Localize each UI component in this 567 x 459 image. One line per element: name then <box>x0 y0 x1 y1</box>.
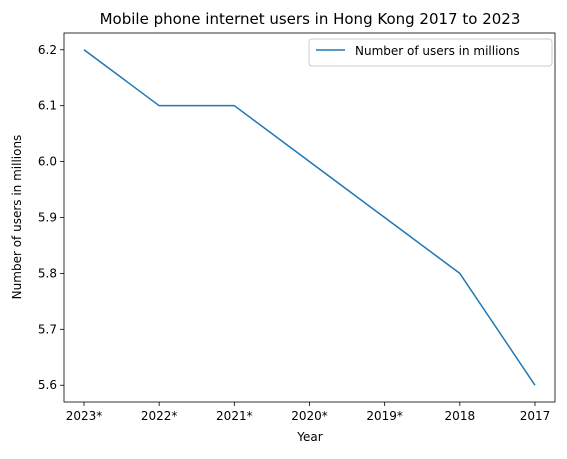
x-tick-label: 2023* <box>66 409 103 423</box>
y-tick-label: 5.9 <box>38 211 57 225</box>
x-tick-label: 2018 <box>445 409 476 423</box>
x-tick-label: 2017 <box>520 409 551 423</box>
chart-title: Mobile phone internet users in Hong Kong… <box>100 10 521 28</box>
plot-frame <box>63 32 556 403</box>
x-axis-label: Year <box>296 430 322 444</box>
y-axis-ticks: 5.6 5.7 5.8 5.9 6.0 6.1 6.2 <box>38 43 64 392</box>
y-tick-label: 6.1 <box>38 99 57 113</box>
x-tick-label: 2021* <box>216 409 253 423</box>
plot-area <box>64 33 555 402</box>
legend-box <box>308 38 553 67</box>
legend: Number of users in millions <box>308 38 553 67</box>
y-tick-label: 5.6 <box>38 378 57 392</box>
series-line <box>83 49 536 386</box>
x-axis-ticks: 2023* 2022* 2021* 2020* 2019* 2018 2017 <box>66 402 551 423</box>
y-tick-label: 5.8 <box>38 266 57 280</box>
y-tick-label: 6.2 <box>38 43 57 57</box>
y-axis-label: Number of users in millions <box>10 135 24 300</box>
y-tick-label: 5.7 <box>38 322 57 336</box>
y-tick-label: 6.0 <box>38 155 57 169</box>
legend-label: Number of users in millions <box>355 44 520 58</box>
x-tick-label: 2020* <box>291 409 328 423</box>
x-tick-label: 2019* <box>366 409 403 423</box>
x-tick-label: 2022* <box>141 409 178 423</box>
series-layer <box>83 49 536 386</box>
